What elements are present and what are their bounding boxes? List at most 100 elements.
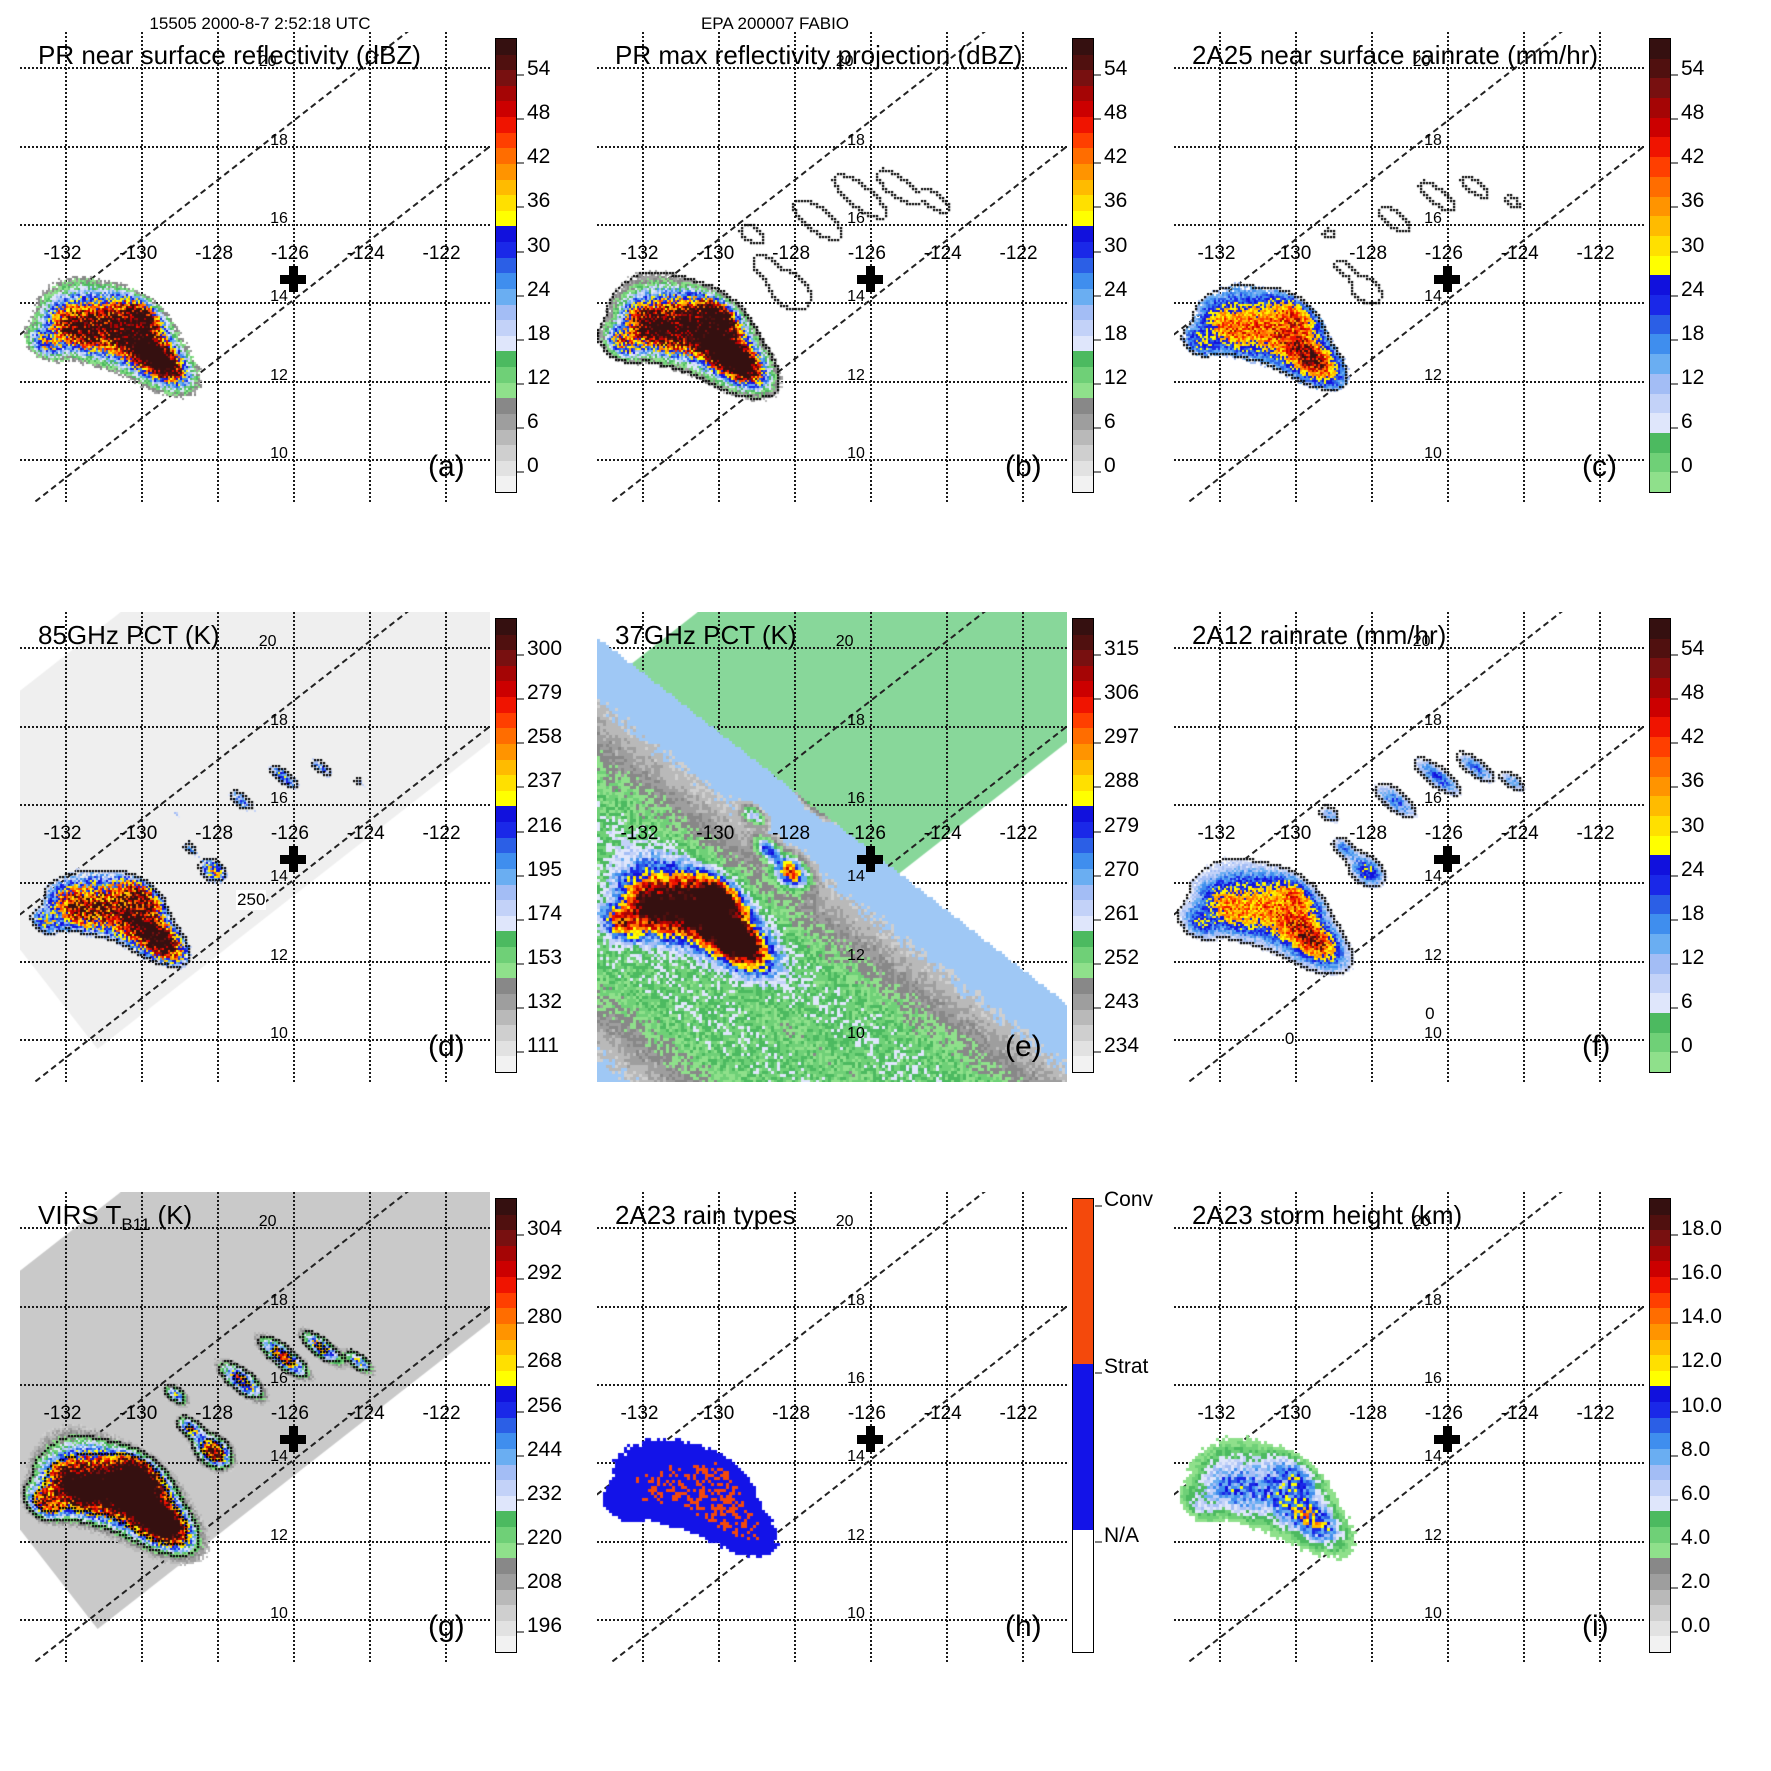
colorbar-segment xyxy=(1650,1573,1670,1590)
colorbar-segment xyxy=(496,1417,516,1434)
colorbar-c[interactable]: 0 6 12 18 24 30 36 42 48 54 xyxy=(1649,38,1704,493)
colorbar-tick-label: 24 xyxy=(1681,277,1705,301)
colorbar-segment xyxy=(496,822,516,838)
panel-title-f: 2A12 rainrate (mm/hr) xyxy=(1192,620,1447,650)
lat-tick-label: 10 xyxy=(270,444,288,462)
colorbar-tick-label: 268 xyxy=(527,1349,563,1373)
colorbar-tick-label: 279 xyxy=(1104,813,1140,837)
lon-tick-label: -128 xyxy=(1349,1403,1388,1425)
colorbar-tick xyxy=(517,875,524,877)
colorbar-segment xyxy=(1650,1052,1670,1072)
colorbar-segment xyxy=(1650,1433,1670,1449)
colorbar-tick xyxy=(1095,1541,1102,1543)
colorbar-segment xyxy=(496,148,516,164)
colorbar-tick-label: 36 xyxy=(1681,769,1705,793)
colorbar-f[interactable]: 0 6 12 18 24 30 36 42 48 54 xyxy=(1649,618,1704,1073)
colorbar-segment xyxy=(1650,1464,1670,1481)
colorbar-segment xyxy=(496,70,516,86)
colorbar-tick-label: 270 xyxy=(1104,857,1140,881)
colorbar-tick-label: 48 xyxy=(527,101,551,125)
colorbar-segment xyxy=(496,978,516,994)
colorbar-tick-label: 232 xyxy=(527,1481,563,1505)
colorbar-g[interactable]: 196 208 220 232 244 256 268 280 292 304 xyxy=(495,1198,562,1653)
panel-title-main: VIRS T xyxy=(38,1200,122,1230)
colorbar-tick-label: 300 xyxy=(527,636,563,660)
colorbar-segment xyxy=(496,39,516,55)
panel-c: -132 -130 -128 -126 -124 -122 20 18 16 14 12 10 2A25… xyxy=(1174,32,1771,542)
colorbar-tick-label: 42 xyxy=(1681,145,1705,169)
panel-i: -132 -130 -128 -126 -124 -122 20 18 16 14 12 10 2A23… xyxy=(1174,1192,1771,1702)
lat-tick-label: 14 xyxy=(1424,868,1442,886)
lon-tick-label: -128 xyxy=(195,823,234,845)
lat-tick-label: 18 xyxy=(270,711,288,729)
colorbar-segment xyxy=(1073,117,1093,133)
colorbar-segment xyxy=(1650,334,1670,355)
data-layer-h xyxy=(597,1192,1067,1662)
center-cross-marker xyxy=(279,1425,306,1452)
lat-tick-label: 18 xyxy=(270,1291,288,1309)
colorbar-segment xyxy=(496,1495,516,1512)
colorbar-segment xyxy=(496,1527,516,1543)
panel-letter-c: (c) xyxy=(1582,450,1617,483)
colorbar-segment xyxy=(496,1573,516,1590)
plot-area-f[interactable]: -132 -130 -128 -126 -124 -122 20 18 16 14 12 10 0 0 2A… xyxy=(1174,612,1644,1082)
colorbar-tick-label: 234 xyxy=(1104,1034,1140,1058)
colorbar-tick xyxy=(1094,251,1101,253)
contour-label-0: 0 xyxy=(1424,1003,1436,1024)
colorbar-segment xyxy=(1650,1386,1670,1403)
colorbar-segment xyxy=(496,1199,516,1215)
plot-area-c[interactable]: -132 -130 -128 -126 -124 -122 20 18 16 14 12 10 2A25… xyxy=(1174,32,1644,502)
colorbar-tick xyxy=(517,1234,524,1236)
colorbar-segment xyxy=(1650,235,1670,256)
colorbar-segment xyxy=(1073,132,1093,149)
plot-area-a[interactable]: -132 -130 -128 -126 -124 -122 20 18 16 14 12 10 PR n… xyxy=(20,32,490,502)
colorbar-tick xyxy=(517,1322,524,1324)
colorbar-d[interactable]: 111 132 153 174 195 216 237 258 279 300 xyxy=(495,618,562,1073)
colorbar-tick-label: 0 xyxy=(1104,454,1116,478)
colorbar-tick-label: 12 xyxy=(1681,366,1705,390)
colorbar-segment xyxy=(496,619,516,635)
lat-tick-label: 18 xyxy=(1424,711,1442,729)
colorbar-a[interactable]: 0 6 12 18 24 30 36 42 48 54 xyxy=(495,38,550,493)
lon-tick-label: -122 xyxy=(999,243,1038,265)
lon-tick-label: -132 xyxy=(43,1403,82,1425)
plot-area-h[interactable]: -132 -130 -128 -126 -124 -122 20 18 16 14 12 10 2A23… xyxy=(597,1192,1067,1662)
lon-tick-label: -130 xyxy=(696,823,735,845)
colorbar-tick-label: 0 xyxy=(1681,1034,1693,1058)
lat-tick-label: 12 xyxy=(847,366,865,384)
colorbar-segment xyxy=(1650,1620,1670,1637)
colorbar-b[interactable]: 0 6 12 18 24 30 36 42 48 54 xyxy=(1072,38,1127,493)
colorbar-segment xyxy=(1650,835,1670,856)
colorbar-tick-label: 6 xyxy=(1104,410,1116,434)
lat-tick-label: 14 xyxy=(270,868,288,886)
colorbar-segment xyxy=(1073,775,1093,791)
colorbar-segment xyxy=(1650,1323,1670,1340)
lon-tick-label: -130 xyxy=(119,1403,158,1425)
colorbar-tick xyxy=(1095,1372,1102,1374)
colorbar-tick-label: 306 xyxy=(1104,681,1140,705)
lon-tick-label: -126 xyxy=(1424,243,1463,265)
colorbar-e[interactable]: 234 243 252 261 270 279 288 297 306 315 xyxy=(1072,618,1139,1073)
colorbar-segment xyxy=(1650,39,1670,59)
plot-area-b[interactable]: -132 -130 -128 -126 -124 -122 20 18 16 14 12 10 PR m… xyxy=(597,32,1067,502)
plot-area-g[interactable]: -132 -130 -128 -126 -124 -122 20 18 16 14 12 10 VIRS… xyxy=(20,1192,490,1662)
colorbar-tick xyxy=(1671,1543,1678,1545)
center-cross-marker xyxy=(856,1425,883,1452)
plot-area-i[interactable]: -132 -130 -128 -126 -124 -122 20 18 16 14 12 10 2A23… xyxy=(1174,1192,1644,1662)
colorbar-segment xyxy=(1650,1636,1670,1652)
lat-tick-label: 12 xyxy=(847,946,865,964)
colorbar-strip-i xyxy=(1649,1198,1671,1653)
colorbar-segment xyxy=(496,1025,516,1041)
plot-area-d[interactable]: -132 -130 -128 -126 -124 -122 20 18 16 14 12 10 250 8… xyxy=(20,612,490,1082)
plot-area-e[interactable]: -132 -130 -128 -126 -124 -122 20 18 16 14 12 10 37GH… xyxy=(597,612,1067,1082)
colorbar-tick-label: 36 xyxy=(1104,189,1128,213)
colorbar-i[interactable]: 0.0 2.0 4.0 6.0 8.0 10.0 12.0 14.0 16.0 18.0 xyxy=(1649,1198,1722,1653)
colorbar-h[interactable]: Conv Strat N/A xyxy=(1072,1188,1153,1653)
data-layer-d xyxy=(20,612,490,1082)
colorbar-segment xyxy=(1650,796,1670,816)
colorbar-segment xyxy=(1073,837,1093,854)
lon-tick-label: -132 xyxy=(43,823,82,845)
lon-tick-label: -128 xyxy=(1349,243,1388,265)
colorbar-segment xyxy=(496,947,516,963)
colorbar-tick xyxy=(517,383,524,385)
